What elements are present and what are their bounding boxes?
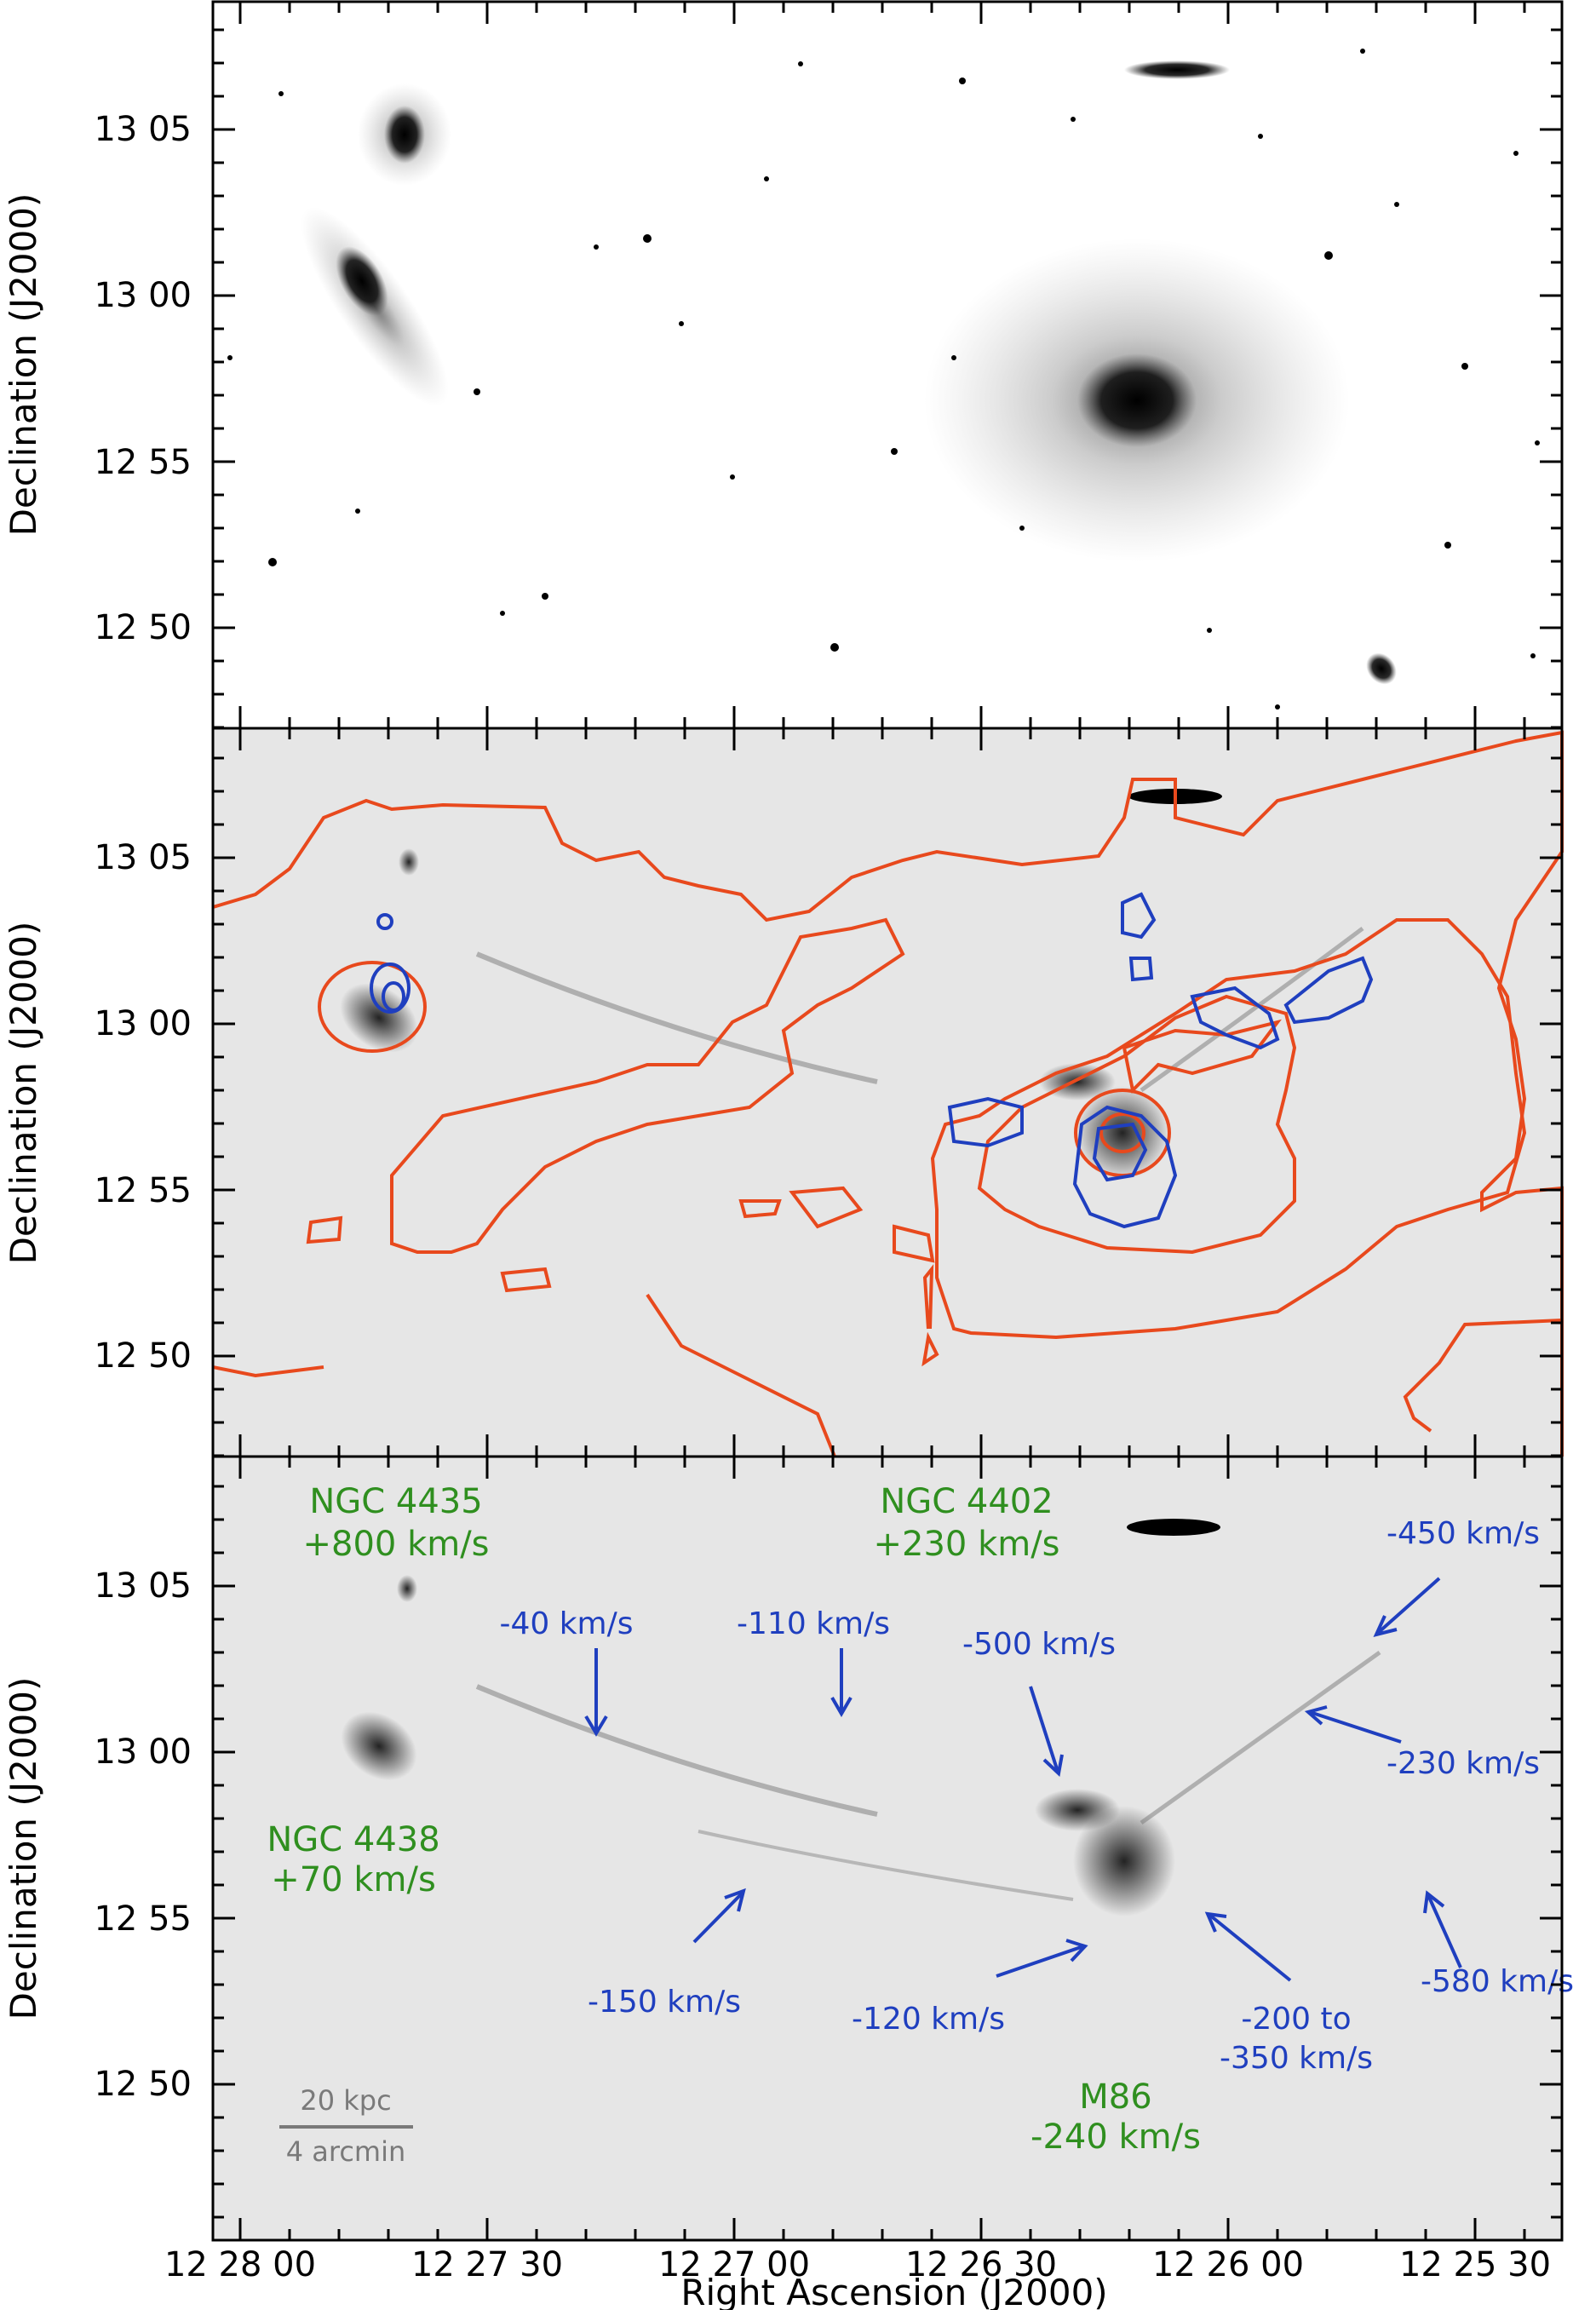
field-stars xyxy=(227,49,1540,710)
ytick: 13 00 xyxy=(94,1732,192,1772)
panel-contours xyxy=(212,728,1564,1457)
axis-ticks xyxy=(213,2,1562,2240)
x-tick-labels: 12 28 00 12 27 30 12 27 00 12 26 30 12 2… xyxy=(164,2245,1551,2284)
ngc4402-label: NGC 4402 xyxy=(880,1482,1053,1521)
panel-labels: NGC 4435 +800 km/s NGC 4402 +230 km/s NG… xyxy=(213,1457,1574,2240)
xtick: 12 27 00 xyxy=(658,2245,810,2284)
m86-velocity: -240 km/s xyxy=(1031,2118,1201,2157)
ytick: 13 05 xyxy=(94,1566,192,1606)
velocity-label: -450 km/s xyxy=(1386,1516,1540,1551)
ngc4402-galaxy xyxy=(1124,60,1230,79)
halpha-emission xyxy=(340,789,1364,1180)
x-axis-label: Right Ascension (J2000) xyxy=(680,2272,1107,2310)
velocity-label: -350 km/s xyxy=(1220,2041,1373,2076)
y-tick-labels: 13 05 13 00 12 55 12 50 13 05 13 00 12 5… xyxy=(94,110,192,2104)
ngc4402-velocity: +230 km/s xyxy=(873,1525,1059,1564)
scale-bar: 20 kpc 4 arcmin xyxy=(279,2084,413,2168)
xtick: 12 25 30 xyxy=(1399,2245,1551,2284)
ytick: 13 05 xyxy=(94,838,192,877)
ngc4435-label: NGC 4435 xyxy=(309,1482,482,1521)
ytick: 12 50 xyxy=(94,608,192,647)
ytick: 13 00 xyxy=(94,276,192,315)
panel-optical xyxy=(213,0,1562,728)
ngc4435-galaxy xyxy=(384,106,425,164)
ytick: 13 05 xyxy=(94,110,192,149)
ngc4438-velocity: +70 km/s xyxy=(271,1860,436,1899)
velocity-label: -120 km/s xyxy=(852,2002,1005,2037)
velocity-label: -150 km/s xyxy=(588,1985,741,2020)
ytick: 12 55 xyxy=(94,1899,192,1939)
ytick: 12 50 xyxy=(94,1336,192,1376)
y-axis-label: Declination (J2000) xyxy=(3,1677,44,2020)
blue-contours xyxy=(370,892,1374,1229)
ytick: 13 00 xyxy=(94,1004,192,1043)
ytick: 12 55 xyxy=(94,443,192,482)
velocity-arrows xyxy=(584,1577,1462,1982)
velocity-label: -230 km/s xyxy=(1386,1746,1540,1781)
ngc4438-galaxy xyxy=(336,246,388,316)
ytick: 12 50 xyxy=(94,2065,192,2104)
velocity-label: -580 km/s xyxy=(1421,1964,1574,1999)
xtick: 12 26 30 xyxy=(905,2245,1057,2284)
xtick: 12 27 30 xyxy=(411,2245,563,2284)
ngc4435-velocity: +800 km/s xyxy=(302,1525,489,1564)
m86-core xyxy=(1077,353,1197,447)
red-contour-outer xyxy=(212,730,1564,1457)
m86-label: M86 xyxy=(1079,2077,1151,2117)
velocity-label: -200 to xyxy=(1241,2002,1351,2037)
xtick: 12 28 00 xyxy=(164,2245,316,2284)
scale-bar-arcmin: 4 arcmin xyxy=(286,2135,406,2168)
velocity-label: -500 km/s xyxy=(962,1627,1116,1662)
xtick: 12 26 00 xyxy=(1152,2245,1304,2284)
panel-frames xyxy=(211,0,1564,2242)
ngc4438-label: NGC 4438 xyxy=(267,1820,439,1859)
velocity-label: -110 km/s xyxy=(737,1606,890,1641)
ytick: 12 55 xyxy=(94,1171,192,1210)
halpha-emission-2 xyxy=(341,1519,1381,1916)
scale-bar-kpc: 20 kpc xyxy=(300,2084,391,2117)
y-axis-label: Declination (J2000) xyxy=(3,193,44,537)
red-contours xyxy=(212,730,1564,1457)
velocity-label: -40 km/s xyxy=(499,1606,633,1641)
y-axis-label: Declination (J2000) xyxy=(3,922,44,1265)
